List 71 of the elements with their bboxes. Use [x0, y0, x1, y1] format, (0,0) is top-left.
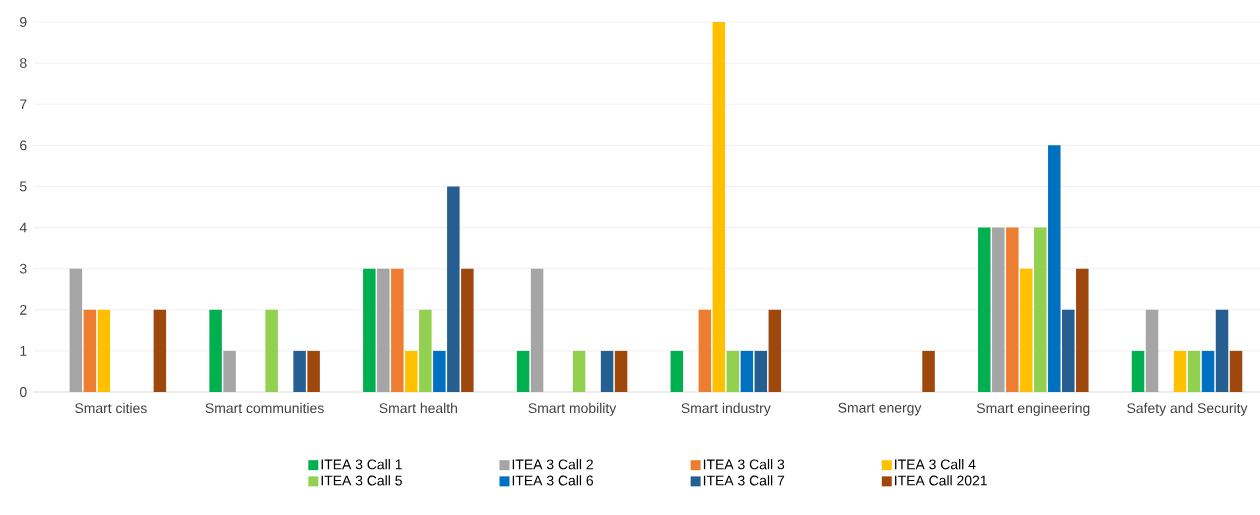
legend-label: ITEA 3 Call 5 [321, 475, 402, 486]
x-tick-label: Smart health [379, 402, 457, 414]
y-tick-label: 1 [20, 346, 27, 356]
bar [1062, 309, 1075, 392]
bar [419, 309, 432, 392]
bar [600, 350, 614, 392]
bar [153, 309, 167, 392]
bar [1034, 227, 1047, 392]
bar [83, 309, 97, 392]
legend-label: ITEA 3 Call 6 [512, 475, 593, 486]
x-tick-label: Smart communities [205, 402, 324, 414]
x-tick-label: Smart energy [838, 402, 922, 416]
y-tick-label: 7 [20, 99, 27, 110]
bar [1020, 268, 1033, 392]
bar [1006, 227, 1019, 392]
y-tick-label: 2 [20, 304, 27, 315]
bar [614, 350, 628, 392]
bar [377, 268, 390, 392]
bar [740, 350, 754, 392]
bar [209, 309, 222, 392]
bar [1187, 350, 1201, 392]
legend-label: ITEA 3 Call 2 [512, 459, 593, 470]
y-tick-label: 6 [20, 140, 27, 151]
bar [405, 350, 418, 392]
x-tick-label: Safety and Security [1127, 402, 1248, 416]
x-tick-label: Smart cities [75, 402, 147, 414]
bar [1229, 350, 1243, 392]
bar [1048, 145, 1061, 392]
bar [712, 22, 726, 392]
bar [1131, 350, 1145, 392]
bar [768, 309, 782, 392]
legend-label: ITEA 3 Call 7 [703, 475, 785, 486]
bar [670, 350, 684, 392]
y-tick-label: 4 [19, 222, 27, 233]
bar [1076, 268, 1089, 392]
bar [754, 350, 768, 392]
bar [265, 309, 278, 392]
bar [1201, 350, 1215, 392]
y-tick-label: 8 [20, 58, 27, 69]
y-tick-label: 3 [19, 263, 27, 274]
legend-label: ITEA Call 2021 [895, 475, 987, 486]
bar [1145, 309, 1159, 392]
bar [433, 350, 446, 392]
legend-label: ITEA 3 Call 3 [703, 459, 785, 470]
bar [391, 268, 404, 392]
bar [992, 227, 1005, 392]
bar [97, 309, 111, 392]
bar [293, 350, 306, 392]
bar [1173, 350, 1187, 392]
bar [461, 268, 474, 392]
bar [69, 268, 83, 392]
bar [516, 350, 530, 392]
bar [530, 268, 544, 392]
y-tick-label: 9 [20, 17, 27, 27]
bar [922, 350, 935, 392]
bar [978, 227, 991, 392]
bar [726, 350, 740, 392]
legend-label: ITEA 3 Call 1 [321, 459, 402, 470]
x-tick-label: Smart industry [681, 402, 771, 416]
bar [363, 268, 376, 392]
bar [447, 186, 460, 392]
y-tick-label: 0 [19, 387, 27, 397]
bar [223, 350, 236, 392]
bar [698, 309, 712, 392]
x-tick-label: Smart engineering [976, 402, 1090, 416]
bar [572, 350, 586, 392]
x-tick-label: Smart mobility [528, 402, 617, 416]
bar [307, 350, 320, 392]
bar [1215, 309, 1229, 392]
y-tick-label: 5 [19, 181, 27, 192]
legend-label: ITEA 3 Call 4 [895, 459, 976, 470]
